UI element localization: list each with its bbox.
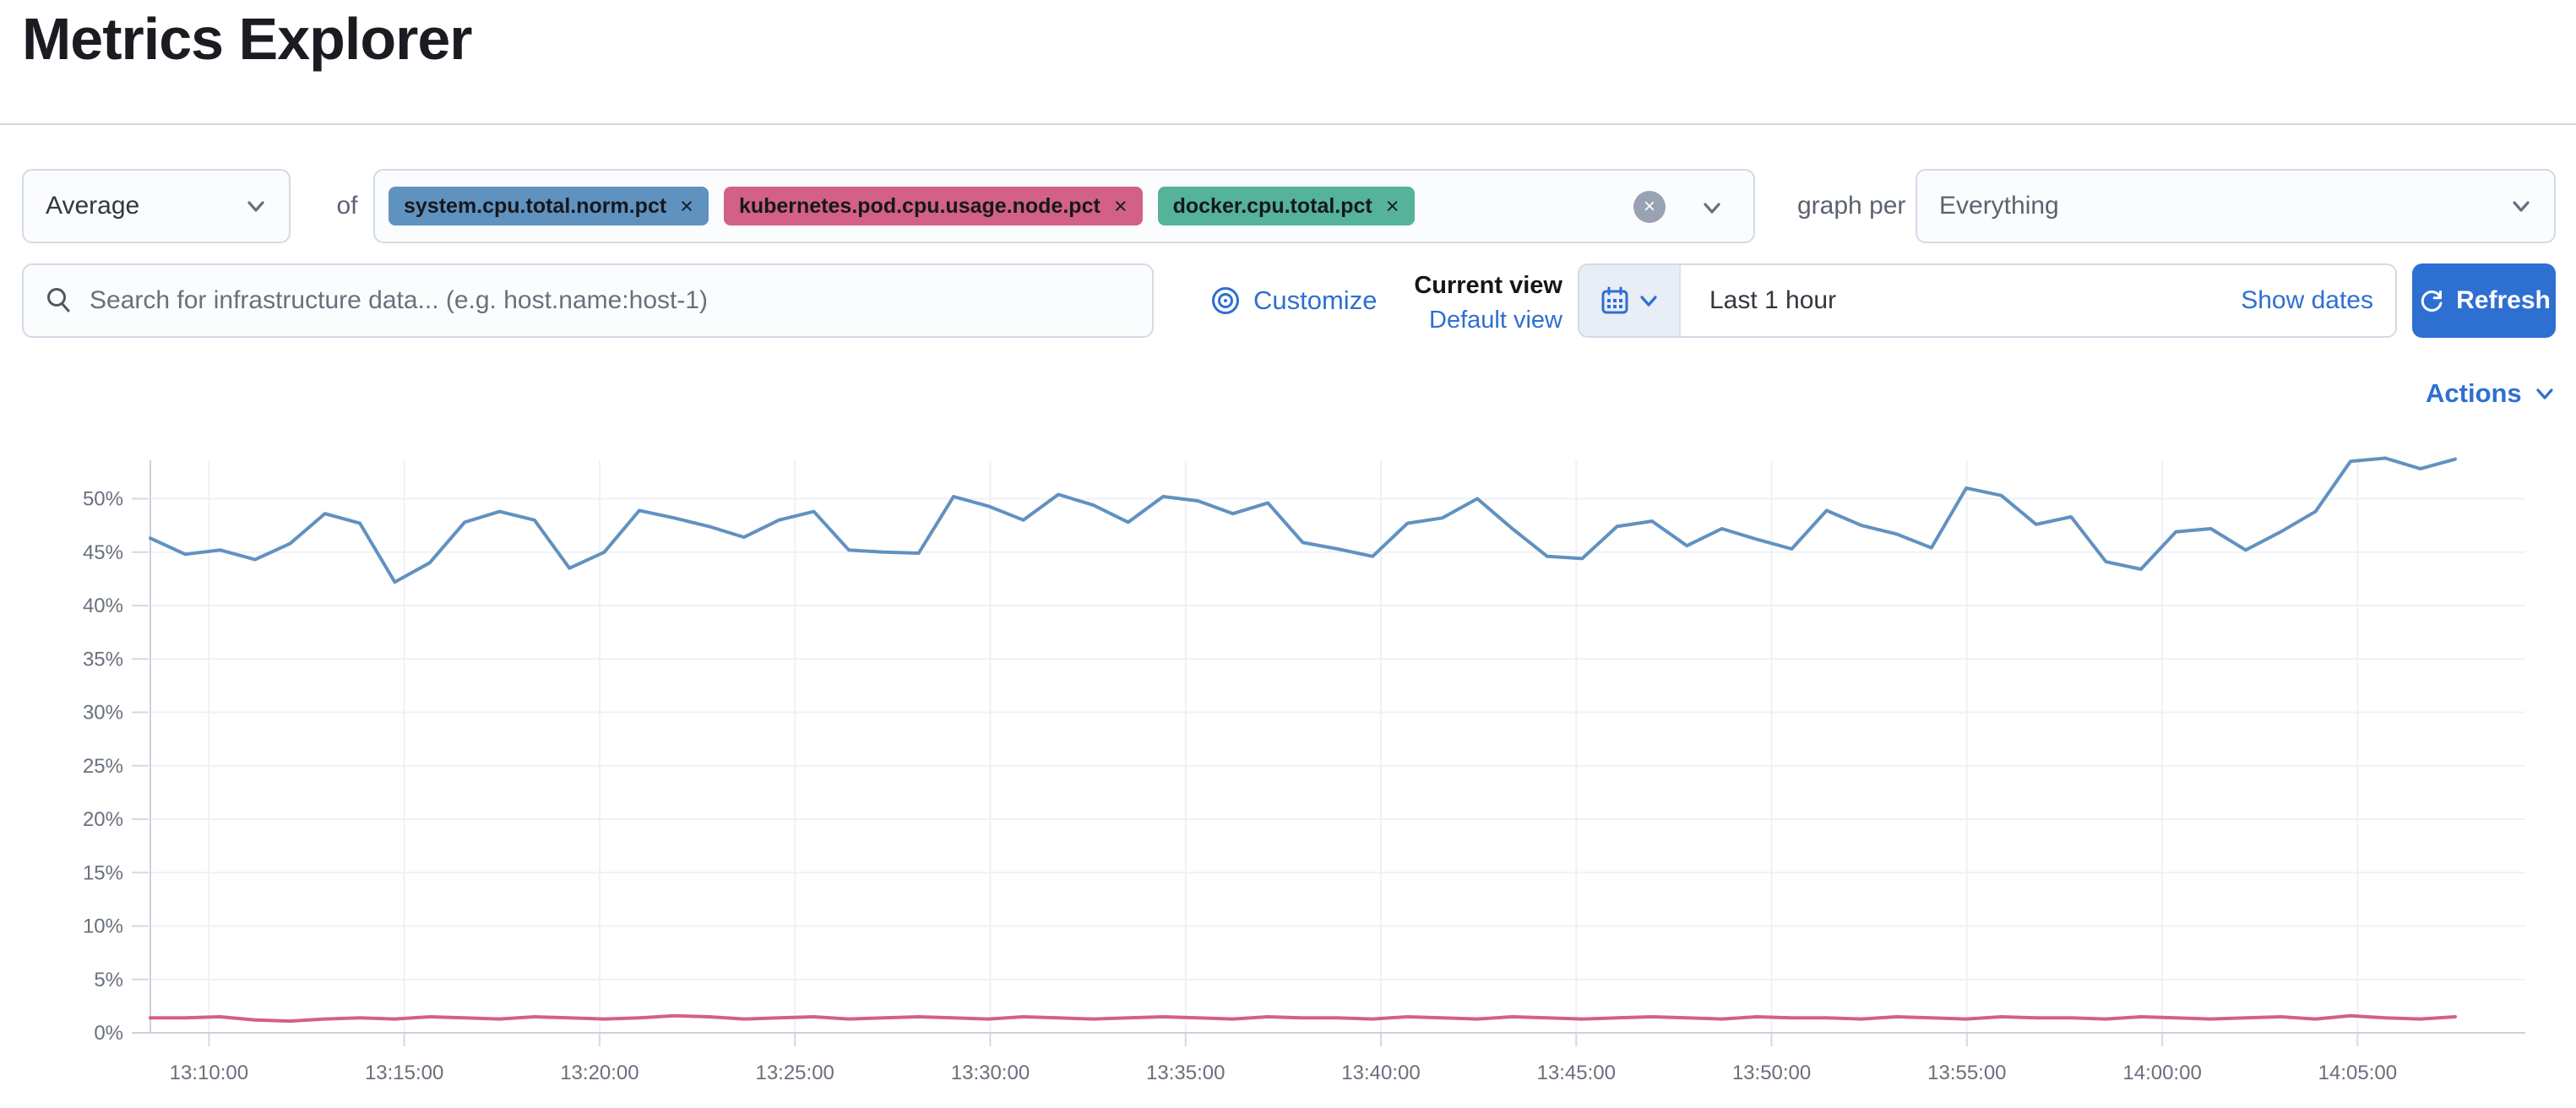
chevron-down-icon: [2513, 201, 2530, 212]
metric-pill[interactable]: kubernetes.pod.cpu.usage.node.pct ×: [723, 187, 1143, 225]
series-line-kubernetes.pod.cpu.usage.node.pct: [149, 1013, 2457, 1024]
graph-per-label: graph per: [1797, 192, 1906, 220]
x-tick-label: 13:45:00: [1537, 1062, 1616, 1084]
y-tick-label: 5%: [94, 969, 123, 991]
search-input[interactable]: [90, 286, 1132, 315]
y-tick-label: 35%: [83, 648, 123, 671]
time-range-value[interactable]: Last 1 hour: [1709, 286, 1837, 314]
current-view-label: Current view: [1414, 272, 1562, 299]
x-tick-label: 14:00:00: [2122, 1062, 2201, 1084]
remove-metric-icon[interactable]: ×: [680, 193, 693, 219]
title-divider: [0, 123, 2576, 125]
metric-pill[interactable]: system.cpu.total.norm.pct ×: [389, 187, 709, 225]
calendar-menu-button[interactable]: [1579, 265, 1681, 336]
y-tick-label: 40%: [83, 595, 123, 617]
clear-metrics-button[interactable]: ×: [1633, 191, 1666, 223]
x-tick-label: 13:25:00: [755, 1062, 834, 1084]
x-tick-label: 13:55:00: [1927, 1062, 2006, 1084]
series-line-system.cpu.total.norm.pct: [149, 456, 2457, 584]
remove-metric-icon[interactable]: ×: [1385, 193, 1399, 219]
refresh-label: Refresh: [2456, 286, 2551, 314]
y-tick-label: 25%: [83, 755, 123, 778]
chart-canvas[interactable]: 0% 5% 10% 15% 20% 25% 30% 35% 40% 45% 50% 13:10:00 1…: [0, 439, 2576, 1108]
view-selector[interactable]: Current view Default view: [1394, 269, 1562, 338]
x-tick-label: 13:30:00: [951, 1062, 1030, 1084]
y-tick-label: 10%: [83, 915, 123, 938]
of-label: of: [336, 192, 358, 220]
x-tick-label: 13:20:00: [560, 1062, 639, 1084]
metric-pill-label: docker.cpu.total.pct: [1172, 193, 1372, 218]
metric-pill[interactable]: docker.cpu.total.pct ×: [1157, 187, 1415, 225]
metrics-chart[interactable]: 0% 5% 10% 15% 20% 25% 30% 35% 40% 45% 50% 13:10:00 1…: [0, 439, 2576, 1108]
x-tick-label: 13:15:00: [365, 1062, 443, 1084]
search-icon: [44, 285, 74, 316]
x-tick-label: 13:10:00: [170, 1062, 248, 1084]
metrics-combo-box[interactable]: system.cpu.total.norm.pct × kubernetes.p…: [373, 169, 1755, 243]
group-by-value: Everything: [1939, 192, 2059, 220]
customize-eye-icon: [1212, 287, 1239, 314]
refresh-icon: [2421, 291, 2443, 312]
group-by-select[interactable]: Everything: [1916, 169, 2556, 243]
y-tick-label: 20%: [83, 808, 123, 831]
y-tick-label: 30%: [83, 702, 123, 725]
metric-pill-label: kubernetes.pod.cpu.usage.node.pct: [738, 193, 1101, 218]
time-range-picker[interactable]: Last 1 hour Show dates: [1578, 263, 2397, 338]
metric-pill-label: system.cpu.total.norm.pct: [404, 193, 667, 218]
x-tick-label: 13:50:00: [1732, 1062, 1811, 1084]
x-tick-label: 13:40:00: [1341, 1062, 1420, 1084]
customize-label: Customize: [1253, 285, 1378, 315]
calendar-icon: [1601, 286, 1628, 314]
y-tick-label: 50%: [83, 488, 123, 511]
actions-menu-button[interactable]: Actions: [2426, 378, 2556, 409]
chevron-down-icon: [247, 201, 264, 212]
aggregation-value: Average: [46, 192, 140, 220]
y-tick-label: 15%: [83, 861, 123, 884]
actions-label: Actions: [2426, 378, 2522, 408]
view-name-link[interactable]: Default view: [1429, 307, 1562, 334]
refresh-button[interactable]: Refresh: [2412, 263, 2556, 338]
chevron-down-icon: [1640, 296, 1657, 307]
chevron-down-icon[interactable]: [1701, 197, 1723, 219]
y-tick-label: 45%: [83, 541, 123, 564]
page-title: Metrics Explorer: [22, 6, 473, 72]
aggregation-select[interactable]: Average: [22, 169, 291, 243]
x-tick-label: 14:05:00: [2318, 1062, 2397, 1084]
infrastructure-search[interactable]: [22, 263, 1154, 338]
customize-button[interactable]: Customize: [1209, 263, 1377, 338]
y-tick-label: 0%: [94, 1022, 123, 1045]
remove-metric-icon[interactable]: ×: [1113, 193, 1128, 219]
x-tick-label: 13:35:00: [1146, 1062, 1225, 1084]
chevron-down-icon: [2536, 388, 2553, 399]
show-dates-button[interactable]: Show dates: [2241, 286, 2373, 314]
